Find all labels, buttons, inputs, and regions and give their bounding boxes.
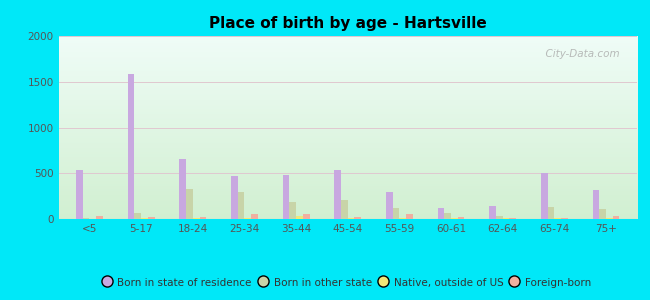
Bar	[393, 208, 399, 219]
Bar	[244, 218, 251, 219]
Bar	[296, 216, 303, 219]
Bar	[561, 218, 568, 219]
Bar	[554, 218, 561, 219]
Bar	[399, 218, 406, 219]
Bar	[90, 218, 96, 219]
Text: City-Data.com: City-Data.com	[539, 49, 619, 59]
Bar	[238, 193, 244, 219]
Bar	[231, 176, 238, 219]
Bar	[186, 189, 193, 219]
Bar	[599, 209, 606, 219]
Bar	[96, 216, 103, 219]
Bar	[354, 217, 361, 219]
Bar	[406, 214, 413, 219]
Bar	[289, 202, 296, 219]
Bar	[76, 169, 83, 219]
Bar	[593, 190, 599, 219]
Bar	[193, 218, 200, 219]
Title: Place of birth by age - Hartsville: Place of birth by age - Hartsville	[209, 16, 487, 31]
Bar	[541, 173, 548, 219]
Bar	[179, 159, 186, 219]
Bar	[127, 74, 135, 219]
Bar	[303, 214, 309, 219]
Bar	[510, 218, 516, 219]
Bar	[445, 213, 451, 219]
Bar	[251, 214, 258, 219]
Bar	[613, 216, 619, 219]
Bar	[141, 218, 148, 219]
Bar	[200, 217, 206, 219]
Bar	[489, 206, 496, 219]
Bar	[283, 175, 289, 219]
Bar	[334, 169, 341, 219]
Bar	[386, 193, 393, 219]
Bar	[496, 216, 502, 219]
Bar	[606, 218, 613, 219]
Legend: Born in state of residence, Born in other state, Native, outside of US, Foreign-: Born in state of residence, Born in othe…	[101, 274, 595, 291]
Bar	[341, 200, 348, 219]
Bar	[135, 213, 141, 219]
Bar	[437, 208, 445, 219]
Bar	[548, 207, 554, 219]
Bar	[502, 218, 510, 219]
Bar	[148, 217, 155, 219]
Bar	[83, 218, 90, 219]
Bar	[348, 218, 354, 219]
Bar	[451, 218, 458, 219]
Bar	[458, 217, 465, 219]
